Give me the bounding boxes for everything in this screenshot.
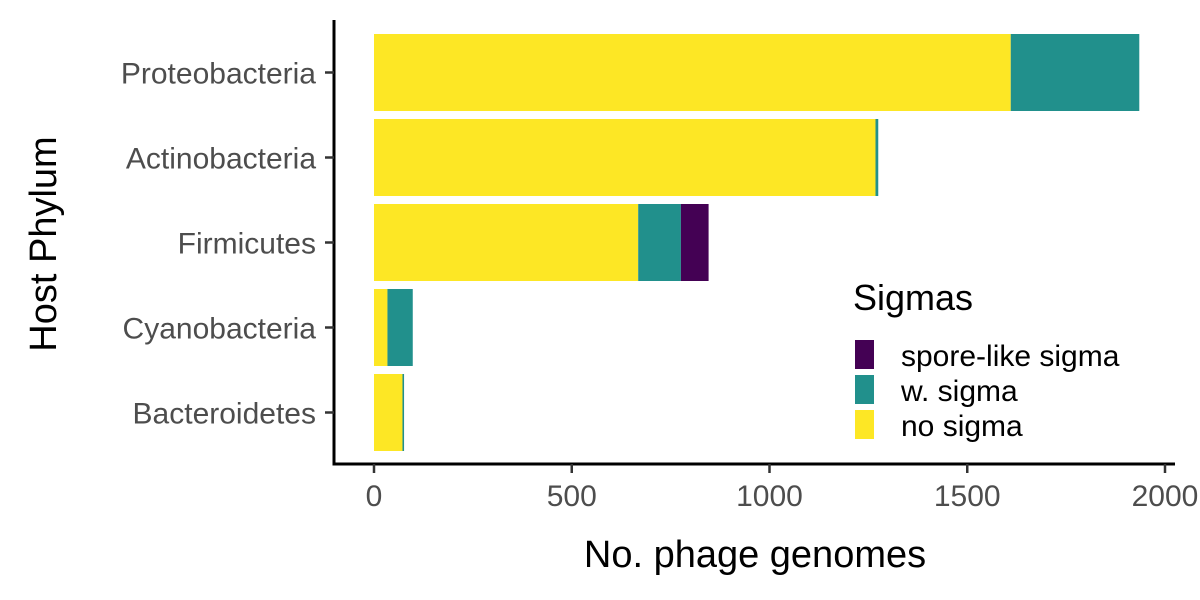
x-tick-label-1000: 1000 bbox=[736, 480, 803, 513]
legend-key-no-sigma bbox=[855, 410, 874, 439]
legend-label-no-sigma: no sigma bbox=[901, 410, 1023, 443]
bar-proteobacteria-no-sigma bbox=[374, 34, 1011, 111]
bars-layer bbox=[374, 34, 1140, 451]
y-axis-title: Host Phylum bbox=[23, 136, 65, 351]
x-axis-title: No. phage genomes bbox=[584, 534, 926, 576]
bar-bacteroidetes-w-sigma bbox=[402, 374, 405, 451]
bar-actinobacteria-w-sigma bbox=[875, 119, 879, 196]
bar-actinobacteria-no-sigma bbox=[374, 119, 876, 196]
x-tick-label-500: 500 bbox=[547, 480, 597, 513]
y-tick-label-actinobacteria: Actinobacteria bbox=[126, 143, 316, 176]
bar-firmicutes-no-sigma bbox=[374, 204, 639, 281]
x-tick-label-1500: 1500 bbox=[934, 480, 1001, 513]
y-tick-label-cyanobacteria: Cyanobacteria bbox=[123, 313, 317, 346]
bar-firmicutes-w-sigma bbox=[638, 204, 681, 281]
legend-key-w-sigma bbox=[855, 375, 874, 404]
y-tick-label-bacteroidetes: Bacteroidetes bbox=[133, 398, 316, 431]
legend-title: Sigmas bbox=[853, 277, 973, 318]
bar-bacteroidetes-no-sigma bbox=[374, 374, 403, 451]
x-tick-label-0: 0 bbox=[366, 480, 383, 513]
y-tick-label-proteobacteria: Proteobacteria bbox=[121, 58, 316, 91]
legend-label-spore-like-sigma: spore-like sigma bbox=[901, 340, 1120, 373]
bar-cyanobacteria-w-sigma bbox=[387, 289, 413, 366]
legend-label-w-sigma: w. sigma bbox=[900, 375, 1018, 408]
bar-cyanobacteria-no-sigma bbox=[374, 289, 388, 366]
axes-layer: Proteobacteria Actinobacteria Firmicutes Cy… bbox=[121, 20, 1199, 513]
bar-proteobacteria-w-sigma bbox=[1010, 34, 1140, 111]
y-tick-label-firmicutes: Firmicutes bbox=[178, 228, 316, 261]
x-tick-label-2000: 2000 bbox=[1132, 480, 1199, 513]
bar-firmicutes-spore-like-sigma bbox=[680, 204, 709, 281]
legend-key-spore-like-sigma bbox=[855, 340, 874, 369]
